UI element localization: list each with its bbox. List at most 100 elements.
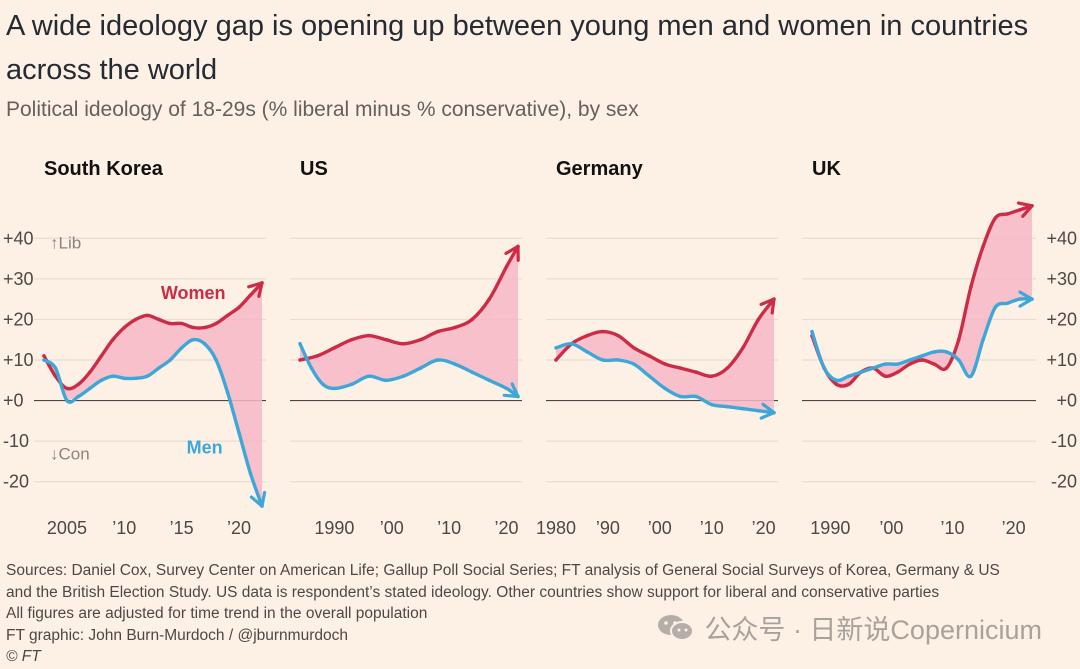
women-line (810, 204, 1034, 388)
men-point (725, 404, 730, 409)
women-point (99, 353, 104, 358)
women-line (42, 281, 264, 391)
women-point (315, 353, 320, 358)
men-point (920, 353, 924, 358)
men-point (944, 349, 949, 354)
women-label: Women (161, 283, 226, 303)
y-tick-label-left: -20 (3, 472, 29, 492)
sources-line-1: Sources: Daniel Cox, Survey Center on Am… (6, 562, 1000, 579)
women-point (993, 216, 998, 220)
men-point (907, 358, 912, 362)
x-tick-label: 1990 (810, 518, 850, 535)
men-point (320, 382, 325, 387)
men-line (554, 342, 776, 415)
men-point (569, 341, 574, 346)
men-point (87, 386, 92, 391)
x-tick-label: ’00 (380, 518, 404, 535)
women-point (968, 284, 973, 289)
men-point (225, 390, 230, 395)
women-arrow (1016, 201, 1034, 218)
men-point (191, 337, 196, 342)
x-tick-label: ’10 (941, 518, 965, 535)
men-point (554, 345, 558, 350)
x-tick-label: ’00 (879, 518, 903, 535)
panel-title: South Korea (44, 158, 164, 180)
men-point (981, 337, 986, 342)
men-point (600, 358, 605, 362)
women-arrow (247, 281, 264, 298)
y-tick-label-left: -10 (3, 431, 29, 451)
men-point (883, 362, 888, 367)
men-point (435, 358, 440, 362)
men-arrow (502, 382, 520, 399)
men-point (384, 378, 389, 383)
watermark: 公众号 · 日新说Copernicium (656, 608, 1042, 647)
women-point (42, 353, 46, 358)
x-tick-label: ’15 (170, 518, 194, 535)
y-tick-label-left: +20 (3, 309, 34, 329)
women-point (110, 337, 115, 342)
women-point (920, 358, 924, 362)
women-point (932, 362, 937, 367)
men-line (42, 337, 264, 508)
women-point (834, 382, 839, 387)
lib-annotation: ↑Lib (50, 233, 81, 252)
y-tick-label-left: +40 (3, 228, 34, 248)
men-point (349, 382, 354, 387)
women-line (554, 297, 776, 378)
x-tick-label: ’20 (495, 518, 519, 535)
y-tick-label-left: +10 (3, 350, 34, 370)
watermark-text: 公众号 · 日新说Copernicium (704, 615, 1042, 645)
men-point (846, 374, 851, 379)
con-annotation: ↓Con (50, 444, 90, 463)
women-point (1017, 207, 1022, 212)
men-point (631, 362, 636, 367)
women-point (981, 244, 986, 249)
women-point (452, 325, 457, 330)
adjustment-note: All figures are adjusted for time trend … (6, 605, 428, 622)
women-point (401, 341, 406, 346)
men-point (993, 305, 998, 310)
men-point (145, 374, 150, 379)
women-point (709, 374, 714, 379)
men-point (740, 406, 745, 411)
panel-title: UK (812, 158, 841, 180)
women-arrow (759, 297, 776, 315)
women-point (237, 305, 242, 310)
men-point (214, 358, 219, 362)
y-tick-label-left: +30 (3, 269, 34, 289)
men-point (168, 358, 173, 362)
men-point (678, 394, 683, 399)
women-point (202, 325, 207, 330)
x-tick-label: 1990 (314, 518, 354, 535)
gap-area (556, 299, 774, 413)
men-point (237, 431, 242, 436)
panel-title: US (300, 158, 328, 180)
men-point (452, 362, 457, 367)
y-tick-label-right: -10 (1051, 431, 1077, 451)
x-tick-label: ’00 (648, 518, 672, 535)
men-point (53, 366, 58, 371)
women-point (298, 358, 302, 362)
women-point (418, 337, 423, 342)
women-point (349, 337, 354, 342)
small-multiples-chart: -20 -20 -10 -10 +0 +0 +10 +10 +20 +20 +30 +30 +40 +40… (3, 158, 1077, 535)
women-point (248, 293, 253, 298)
men-point (298, 341, 302, 346)
women-line (298, 244, 520, 362)
men-point (647, 374, 652, 379)
men-point (968, 374, 973, 379)
women-point (76, 382, 81, 387)
footer: Sources: Daniel Cox, Survey Center on Am… (6, 560, 1000, 668)
men-point (756, 408, 761, 413)
women-point (133, 317, 138, 322)
women-point (694, 370, 699, 375)
y-tick-label-right: +10 (1046, 350, 1077, 370)
women-point (366, 333, 371, 338)
chart-subtitle: Political ideology of 18-29s (% liberal … (6, 98, 639, 121)
y-tick-label-right: +0 (1056, 391, 1077, 411)
men-point (418, 366, 423, 371)
men-point (834, 378, 839, 383)
men-point (133, 376, 138, 381)
men-point (709, 402, 714, 407)
